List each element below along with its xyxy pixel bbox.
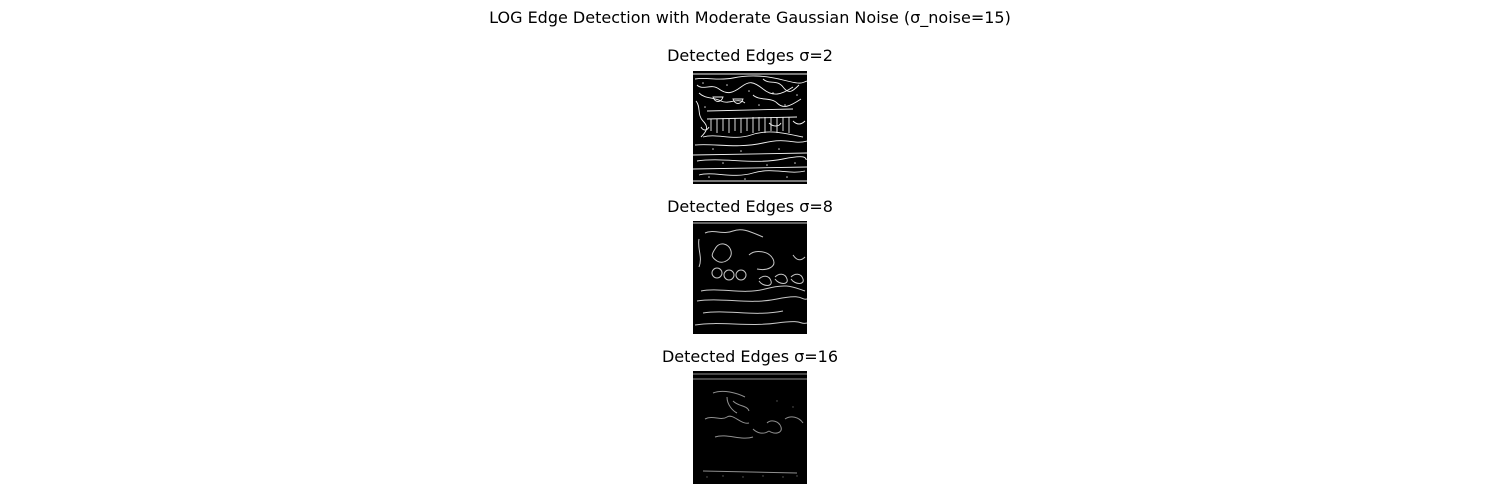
panel-3-edge-image bbox=[693, 371, 807, 484]
edge-map-sigma-2 bbox=[693, 71, 807, 184]
edge-map-sigma-8 bbox=[693, 221, 807, 334]
panel-1-edge-image bbox=[693, 71, 807, 184]
panel-1-title: Detected Edges σ=2 bbox=[667, 46, 833, 65]
panel-3-title: Detected Edges σ=16 bbox=[661, 347, 839, 366]
panel-2-edge-image bbox=[693, 221, 807, 334]
panel-2-title: Detected Edges σ=8 bbox=[667, 197, 833, 216]
figure-suptitle: LOG Edge Detection with Moderate Gaussia… bbox=[489, 8, 1011, 27]
edge-map-sigma-16 bbox=[693, 371, 807, 484]
